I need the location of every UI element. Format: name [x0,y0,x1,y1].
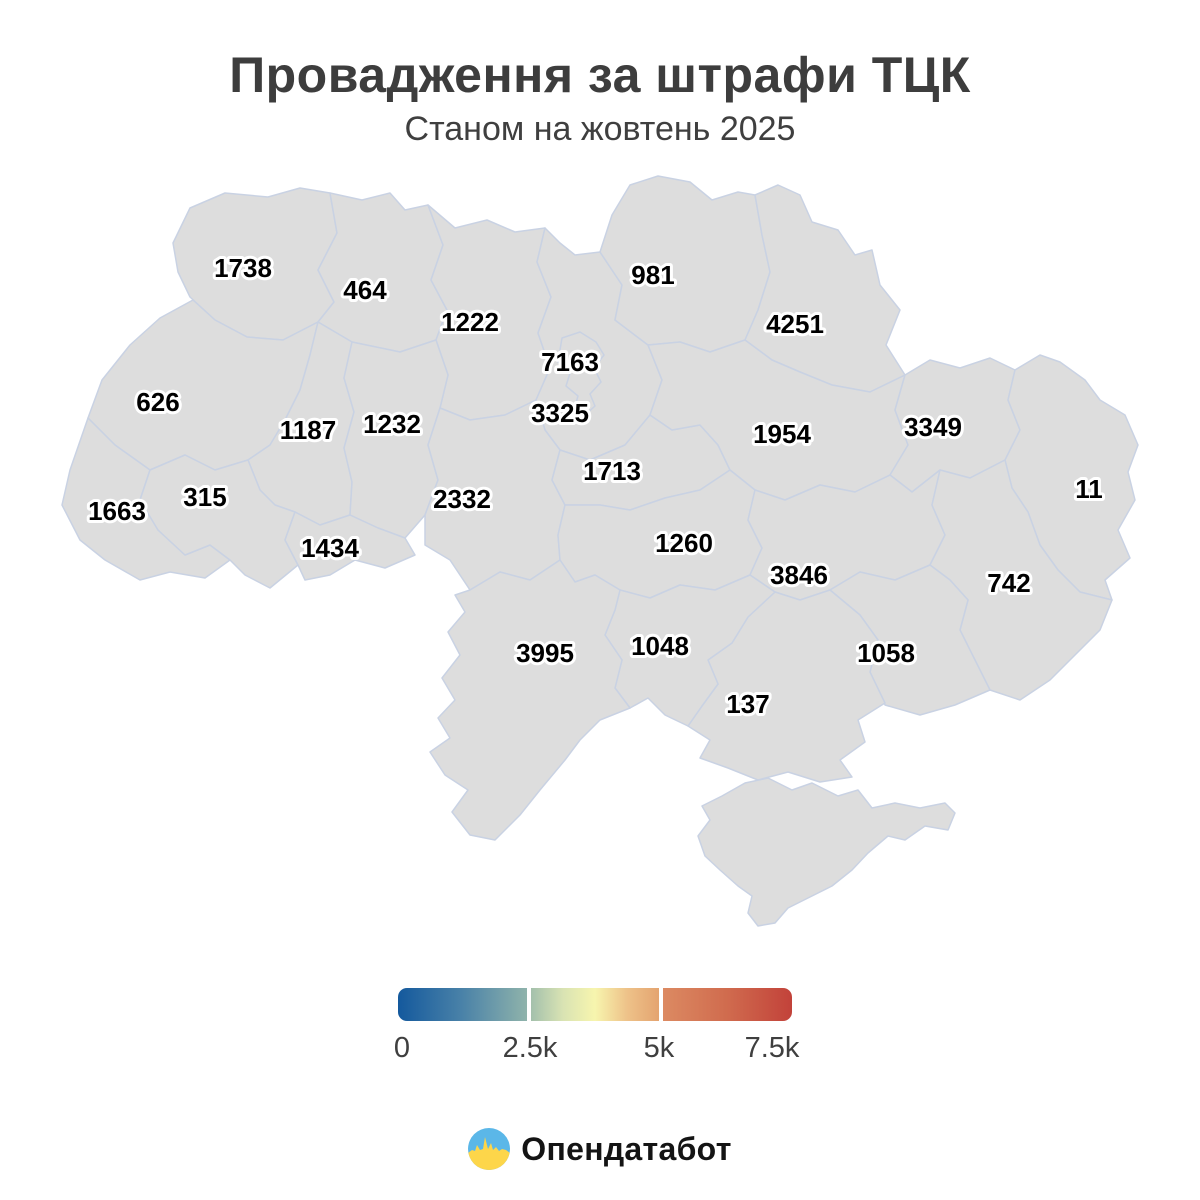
page-title: Провадження за штрафи ТЦК [229,47,971,103]
map-regions [61,175,1139,927]
legend-tick-2500: 2.5k [502,1032,558,1064]
legend-tick-5000: 5k [643,1032,675,1064]
logo-yellow-skyline [468,1137,511,1170]
region-vinnytsia[interactable] [424,399,566,591]
brand-name: Опендатабот [521,1130,732,1167]
brand-footer[interactable]: Опендатабот [0,1128,1200,1170]
legend-colorbar [398,988,793,1021]
region-khmelnytskyi[interactable] [343,339,449,539]
region-sumy[interactable] [744,184,906,393]
region-crimea[interactable] [697,777,956,927]
region-rivne[interactable] [317,192,448,353]
page-subtitle: Станом на жовтень 2025 [404,110,796,148]
legend-tick-7500: 7.5k [744,1032,800,1064]
legend-ticks: 0 2.5k 5k 7.5k [0,1032,1200,1072]
opendatabot-logo-icon [468,1128,511,1170]
legend-tick-0: 0 [393,1032,411,1064]
legend-segment-mid [530,988,660,1021]
region-zhytomyr[interactable] [427,204,552,421]
region-chernivtsi[interactable] [284,511,416,581]
legend-segment-high [663,988,793,1021]
region-odesa[interactable] [429,559,631,841]
region-kyiv-city[interactable] [557,331,605,417]
region-chernihiv[interactable] [599,175,771,353]
legend-segment-low [398,988,527,1021]
